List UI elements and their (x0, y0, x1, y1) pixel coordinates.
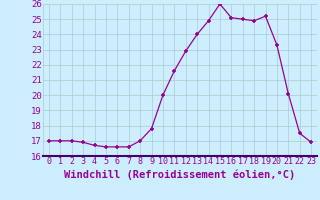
X-axis label: Windchill (Refroidissement éolien,°C): Windchill (Refroidissement éolien,°C) (64, 169, 296, 180)
